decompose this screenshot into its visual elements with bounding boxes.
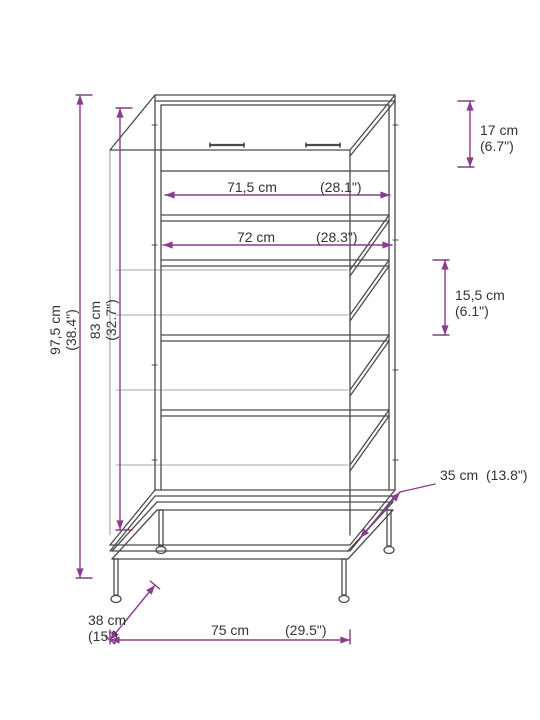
furniture-body bbox=[110, 95, 398, 603]
svg-text:97,5 cm: 97,5 cm bbox=[47, 305, 63, 355]
svg-text:(6.1"): (6.1") bbox=[455, 303, 489, 319]
svg-text:(15"): (15") bbox=[88, 628, 118, 644]
svg-text:(28.1"): (28.1") bbox=[320, 179, 362, 195]
svg-text:(13.8"): (13.8") bbox=[486, 467, 528, 483]
svg-text:(38.4"): (38.4") bbox=[63, 309, 79, 351]
svg-text:72 cm: 72 cm bbox=[237, 229, 275, 245]
svg-text:35 cm: 35 cm bbox=[440, 467, 478, 483]
furniture-dimension-diagram: 97,5 cm(38.4") 83 cm(32.7") 17 cm(6.7") 15,… bbox=[0, 0, 540, 720]
svg-text:38 cm: 38 cm bbox=[88, 612, 126, 628]
svg-text:15,5 cm: 15,5 cm bbox=[455, 287, 505, 303]
svg-text:17 cm: 17 cm bbox=[480, 122, 518, 138]
svg-text:71,5 cm: 71,5 cm bbox=[227, 179, 277, 195]
svg-text:(29.5"): (29.5") bbox=[285, 622, 327, 638]
svg-text:(28.3"): (28.3") bbox=[316, 229, 358, 245]
dimension-annotations: 97,5 cm(38.4") 83 cm(32.7") 17 cm(6.7") 15,… bbox=[47, 95, 528, 644]
svg-text:75 cm: 75 cm bbox=[211, 622, 249, 638]
svg-text:83 cm: 83 cm bbox=[87, 301, 103, 339]
svg-text:(32.7"): (32.7") bbox=[103, 299, 119, 341]
svg-text:(6.7"): (6.7") bbox=[480, 138, 514, 154]
